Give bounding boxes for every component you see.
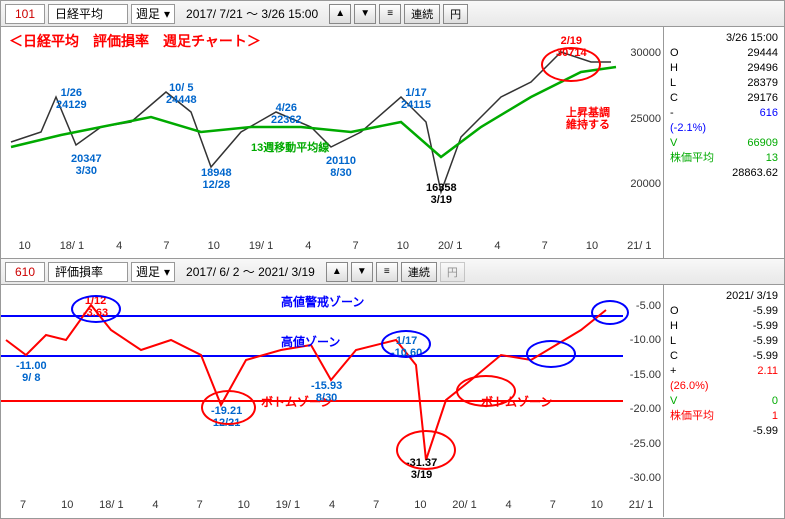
up-button[interactable]: ▲ bbox=[326, 262, 348, 282]
code-input[interactable]: 610 bbox=[5, 262, 45, 282]
down-button[interactable]: ▼ bbox=[351, 262, 373, 282]
title-box: 日経平均 bbox=[48, 4, 128, 24]
y-axis-1: 300002500020000 bbox=[621, 27, 661, 240]
list-button[interactable]: ≡ bbox=[379, 4, 401, 24]
x-axis-1: 1018/ 1471019/ 1471020/ 1471021/ 1 bbox=[1, 240, 663, 258]
yen-button: 円 bbox=[440, 262, 465, 282]
chart-panel-1: ＜日経平均 評価損率 週足チャート＞ 300002500020000 1018/… bbox=[1, 27, 784, 259]
date-range: 2017/ 7/21 〜 3/26 15:00 bbox=[178, 5, 326, 22]
period-select[interactable]: 週足▾ bbox=[131, 4, 175, 24]
side-panel-2: 2021/ 3/19 O-5.99H-5.99L-5.99C-5.99 +2.1… bbox=[664, 285, 784, 517]
chart-area-1: ＜日経平均 評価損率 週足チャート＞ 300002500020000 1018/… bbox=[1, 27, 664, 258]
side-date: 3/26 15:00 bbox=[670, 31, 778, 46]
code-input[interactable]: 101 bbox=[5, 4, 45, 24]
chart-panel-2: -5.00-10.00-15.00-20.00-25.00-30.00 7101… bbox=[1, 285, 784, 517]
x-axis-2: 71018/ 1471019/ 1471020/ 1471021/ 1 bbox=[1, 499, 663, 517]
continuous-button[interactable]: 連続 bbox=[401, 262, 437, 282]
chart-area-2: -5.00-10.00-15.00-20.00-25.00-30.00 7101… bbox=[1, 285, 664, 517]
up-button[interactable]: ▲ bbox=[329, 4, 351, 24]
side-panel-1: 3/26 15:00 O29444H29496L28379C29176 -616… bbox=[664, 27, 784, 258]
chevron-down-icon: ▾ bbox=[164, 7, 170, 21]
date-range: 2017/ 6/ 2 〜 2021/ 3/19 bbox=[178, 263, 323, 280]
toolbar-top: 101 日経平均 週足▾ 2017/ 7/21 〜 3/26 15:00 ▲ ▼… bbox=[1, 1, 784, 27]
toolbar-bottom: 610 評価損率 週足▾ 2017/ 6/ 2 〜 2021/ 3/19 ▲ ▼… bbox=[1, 259, 784, 285]
yen-button[interactable]: 円 bbox=[443, 4, 468, 24]
chevron-down-icon: ▾ bbox=[164, 265, 170, 279]
list-button[interactable]: ≡ bbox=[376, 262, 398, 282]
side-date: 2021/ 3/19 bbox=[670, 289, 778, 304]
period-select[interactable]: 週足▾ bbox=[131, 262, 175, 282]
title-box: 評価損率 bbox=[48, 262, 128, 282]
continuous-button[interactable]: 連続 bbox=[404, 4, 440, 24]
down-button[interactable]: ▼ bbox=[354, 4, 376, 24]
